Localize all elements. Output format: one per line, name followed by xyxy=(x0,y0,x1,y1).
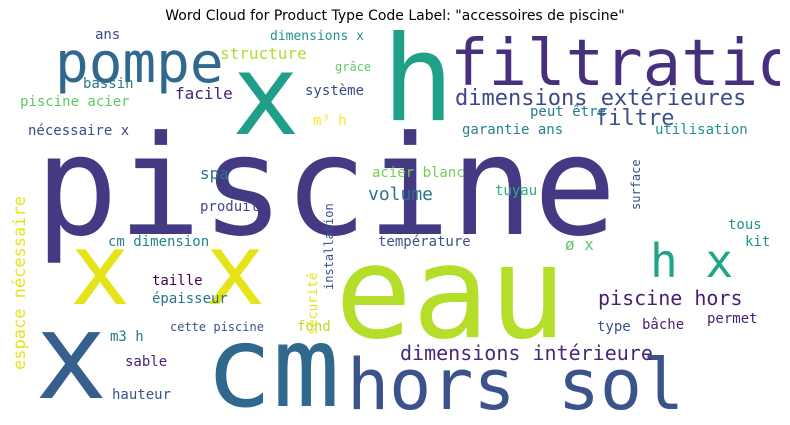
word-42: tous xyxy=(728,217,762,233)
word-13: dimensions extérieures xyxy=(455,86,747,111)
word-31: sable xyxy=(125,354,168,370)
word-38: ø x xyxy=(565,235,594,254)
word-25: spa xyxy=(200,164,229,183)
word-19: bassin xyxy=(83,76,134,92)
word-50: m³ h xyxy=(313,113,347,129)
word-51: grâce xyxy=(335,60,372,74)
word-49: garantie ans xyxy=(462,122,564,138)
word-28: taille xyxy=(152,273,203,289)
word-45: bâche xyxy=(642,317,685,333)
word-20: piscine acier xyxy=(20,94,130,110)
word-9: x xyxy=(35,288,108,416)
word-3: cm xyxy=(205,303,340,415)
word-29: épaisseur xyxy=(152,291,228,307)
word-52: dimensions x xyxy=(270,30,364,44)
word-15: dimensions intérieure xyxy=(400,341,653,365)
word-6: h xyxy=(382,30,455,149)
word-12: h x xyxy=(650,234,734,288)
word-35: sécurité xyxy=(306,272,321,335)
word-41: surface xyxy=(629,159,643,210)
word-16: piscine hors xyxy=(598,286,743,310)
word-36: installation xyxy=(322,203,336,290)
word-39: tuyau xyxy=(495,183,538,199)
word-5: x xyxy=(232,31,300,161)
word-32: hauteur xyxy=(112,387,172,403)
word-48: peut être xyxy=(530,104,606,120)
word-11: x xyxy=(205,211,266,328)
word-2: eau xyxy=(335,219,567,368)
word-37: température xyxy=(378,234,471,250)
word-24: espace nécessaire xyxy=(10,196,30,370)
word-14: filtre xyxy=(595,106,675,131)
word-22: système xyxy=(305,83,365,99)
word-40: acier blanc xyxy=(372,165,465,181)
word-10: x xyxy=(70,211,131,328)
word-44: type xyxy=(597,319,631,335)
word-21: facile xyxy=(175,84,233,103)
chart-title: Word Cloud for Product Type Code Label: … xyxy=(165,8,625,24)
word-7: filtration xyxy=(450,30,780,101)
word-23: nécessaire x xyxy=(28,123,130,139)
word-26: produit xyxy=(200,199,260,215)
word-18: structure xyxy=(220,44,307,63)
word-27: cm dimension xyxy=(108,234,210,250)
word-53: ans xyxy=(95,30,121,43)
word-1: piscine xyxy=(35,106,617,267)
word-43: kit xyxy=(745,234,771,250)
word-46: permet xyxy=(707,311,758,327)
word-33: cette piscine xyxy=(170,320,264,334)
word-34: fond xyxy=(297,319,331,335)
word-4: hors sol xyxy=(347,344,685,415)
word-8: pompe xyxy=(55,31,224,96)
word-47: utilisation xyxy=(655,122,748,138)
word-30: m3 h xyxy=(110,329,144,345)
word-17: volume xyxy=(368,184,434,205)
